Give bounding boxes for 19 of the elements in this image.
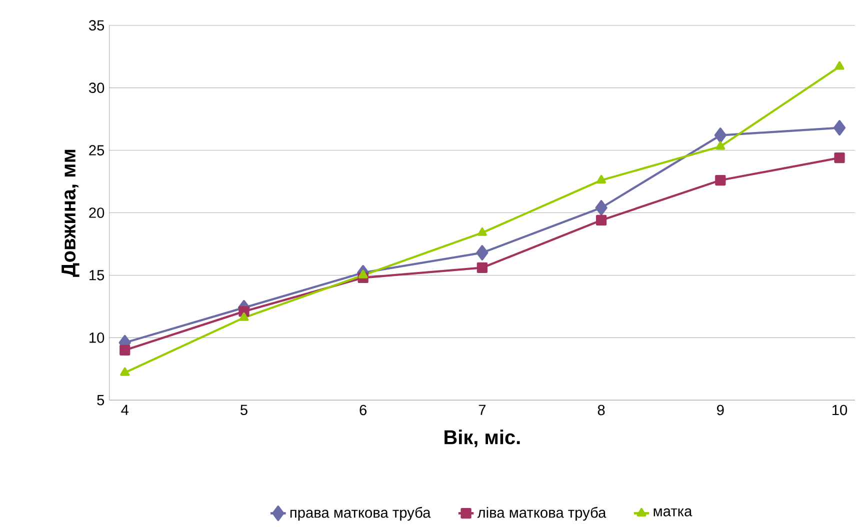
x-tick-label: 8	[598, 404, 605, 416]
y-tick-label: 10	[90, 332, 104, 343]
y-tick-label: 15	[90, 270, 104, 280]
x-tick-label: 7	[478, 404, 486, 415]
x-tick-label: 9	[717, 404, 724, 416]
y-tick-label: 30	[88, 82, 104, 94]
y-tick-label: 20	[89, 208, 104, 218]
x-tick-label: 5	[240, 404, 248, 416]
y-tick-label: 25	[89, 145, 104, 156]
x-tick-label: 6	[360, 404, 366, 416]
legend-label: матка	[654, 508, 692, 516]
y-tick-label: 5	[97, 395, 104, 406]
x-tick-label: 4	[121, 404, 128, 415]
y-axis-title: Довжина, мм	[62, 150, 80, 277]
y-tick-label: 35	[88, 20, 104, 31]
x-axis-title: Вік, міс.	[444, 430, 520, 448]
legend-label: права маткова труба	[290, 506, 431, 521]
x-tick-label: 10	[832, 404, 848, 416]
legend-label: ліва маткова труба	[477, 506, 606, 521]
